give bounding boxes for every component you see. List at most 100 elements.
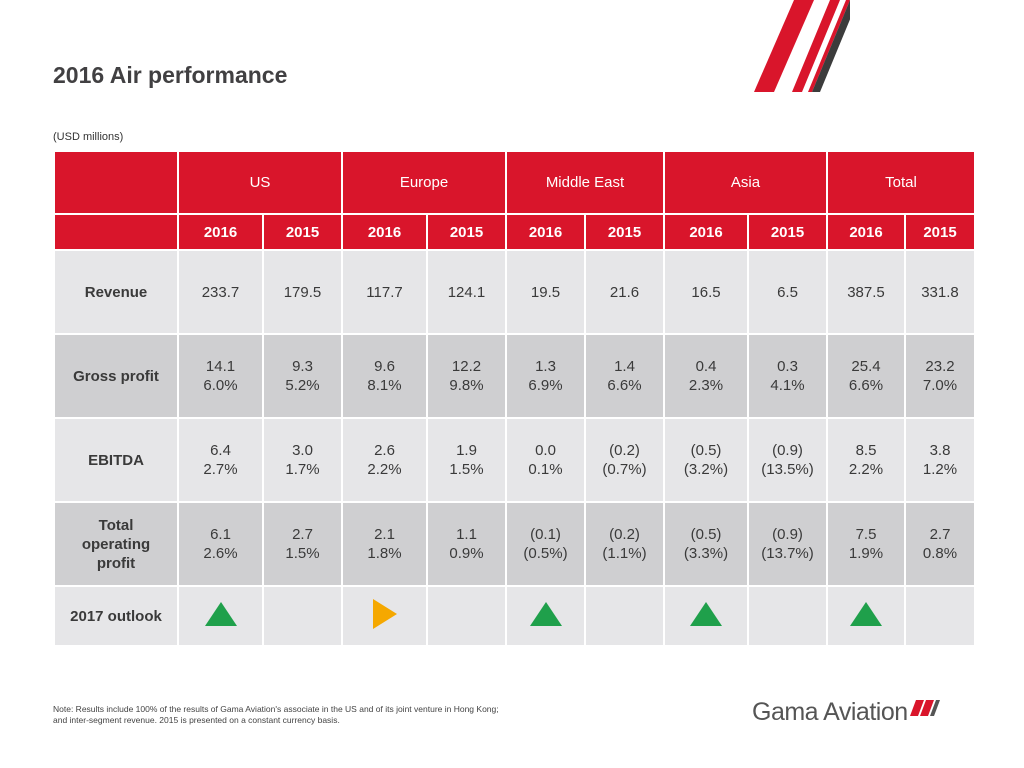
value: (0.5): [690, 526, 722, 543]
row-label: Gross profit: [53, 333, 179, 419]
outlook-cell: [904, 585, 976, 647]
data-cell: 1.9 1.5%: [426, 417, 507, 503]
region-header-asia: Asia: [663, 150, 828, 215]
margin: (0.5%): [523, 545, 568, 562]
margin: (13.5%): [761, 461, 814, 478]
up-arrow-icon: [204, 601, 237, 626]
table-row-gross-profit: Gross profit 14.1 6.0% 9.3 5.2% 9.6 8.1% 12…: [53, 333, 976, 419]
value: 25.4: [851, 358, 881, 375]
corner-cell: [53, 150, 179, 215]
data-cell: 2.7 1.5%: [262, 501, 343, 587]
margin: 5.2%: [285, 377, 320, 394]
table-row-ebitda: EBITDA 6.4 2.7% 3.0 1.7% 2.6 2.2% 1.9 1.5% 0…: [53, 417, 976, 503]
logo-wordmark: Gama Aviation: [752, 698, 908, 726]
margin: 0.1%: [528, 461, 563, 478]
data-cell: 2.1 1.8%: [341, 501, 428, 587]
value: 7.5: [855, 526, 877, 543]
data-cell: 1.1 0.9%: [426, 501, 507, 587]
value: 6.4: [210, 442, 231, 459]
value: 2.6: [374, 442, 395, 459]
row-label-line: Total: [98, 516, 134, 534]
margin: 2.6%: [203, 545, 238, 562]
gama-aviation-logo: Gama Aviation: [752, 697, 942, 727]
outlook-cell: [341, 585, 428, 647]
value: 2.7: [929, 526, 951, 543]
value: (0.2): [609, 442, 640, 459]
value: 14.1: [205, 358, 236, 375]
data-cell: 2.6 2.2%: [341, 417, 428, 503]
margin: 1.5%: [449, 461, 484, 478]
margin: 4.1%: [770, 377, 805, 394]
outlook-cell: [747, 585, 828, 647]
data-cell: (0.9) (13.7%): [747, 501, 828, 587]
outlook-cell: [663, 585, 749, 647]
margin: 0.9%: [449, 545, 484, 562]
margin: 2.3%: [688, 377, 724, 394]
region-header-middle-east: Middle East: [505, 150, 665, 215]
margin: 9.8%: [449, 377, 484, 394]
value: (0.9): [772, 526, 803, 543]
margin: 6.0%: [203, 377, 238, 394]
margin: 1.2%: [922, 461, 958, 478]
data-cell: 6.5: [747, 249, 828, 335]
year-header: 2016: [505, 213, 586, 251]
value: 1.9: [456, 442, 477, 459]
outlook-cell: [584, 585, 665, 647]
value: 0.3: [777, 358, 798, 375]
data-cell: 179.5: [262, 249, 343, 335]
data-cell: 2.7 0.8%: [904, 501, 976, 587]
data-cell: 233.7: [177, 249, 264, 335]
data-cell: 387.5: [826, 249, 906, 335]
margin: 1.9%: [848, 545, 884, 562]
outlook-cell: [262, 585, 343, 647]
margin: (3.2%): [683, 461, 729, 478]
margin: 1.7%: [285, 461, 320, 478]
value: 1.4: [614, 358, 635, 375]
value: 6.1: [210, 526, 231, 543]
data-cell: 3.8 1.2%: [904, 417, 976, 503]
region-header-us: US: [177, 150, 343, 215]
data-cell: 16.5: [663, 249, 749, 335]
value: 1.3: [535, 358, 556, 375]
page-title: 2016 Air performance: [53, 62, 288, 88]
margin: (3.3%): [683, 545, 729, 562]
margin: 1.5%: [285, 545, 320, 562]
value: 8.5: [855, 442, 877, 459]
margin: (0.7%): [602, 461, 647, 478]
right-arrow-icon: [372, 598, 397, 629]
data-cell: 9.6 8.1%: [341, 333, 428, 419]
footnote-line: Note: Results include 100% of the result…: [53, 704, 499, 714]
data-cell: 1.4 6.6%: [584, 333, 665, 419]
data-cell: 124.1: [426, 249, 507, 335]
units-label: (USD millions): [53, 131, 124, 143]
data-cell: (0.5) (3.2%): [663, 417, 749, 503]
data-cell: (0.1) (0.5%): [505, 501, 586, 587]
outlook-cell: [826, 585, 906, 647]
data-cell: 0.4 2.3%: [663, 333, 749, 419]
margin: 2.2%: [367, 461, 402, 478]
value: 12.2: [451, 358, 482, 375]
year-header: 2016: [177, 213, 264, 251]
footnote-line: and inter-segment revenue. 2015 is prese…: [53, 715, 340, 725]
value: 3.0: [292, 442, 313, 459]
data-cell: 8.5 2.2%: [826, 417, 906, 503]
margin: 1.8%: [367, 545, 402, 562]
data-cell: 1.3 6.9%: [505, 333, 586, 419]
value: (0.5): [690, 442, 722, 459]
footnote: Note: Results include 100% of the result…: [53, 704, 533, 726]
margin: 2.7%: [203, 461, 238, 478]
value: 9.3: [292, 358, 313, 375]
margin: 2.2%: [848, 461, 884, 478]
brand-stripes-graphic: [754, 0, 850, 92]
year-header: 2016: [341, 213, 428, 251]
data-cell: 23.2 7.0%: [904, 333, 976, 419]
row-label-line: profit: [96, 554, 136, 572]
year-header: 2015: [904, 213, 976, 251]
data-cell: (0.9) (13.5%): [747, 417, 828, 503]
data-cell: 331.8: [904, 249, 976, 335]
air-performance-table: US Europe Middle East Asia Total 2016 20…: [53, 150, 976, 647]
region-header-europe: Europe: [341, 150, 507, 215]
data-cell: (0.2) (1.1%): [584, 501, 665, 587]
value: 2.7: [292, 526, 313, 543]
corner-cell: [53, 213, 179, 251]
